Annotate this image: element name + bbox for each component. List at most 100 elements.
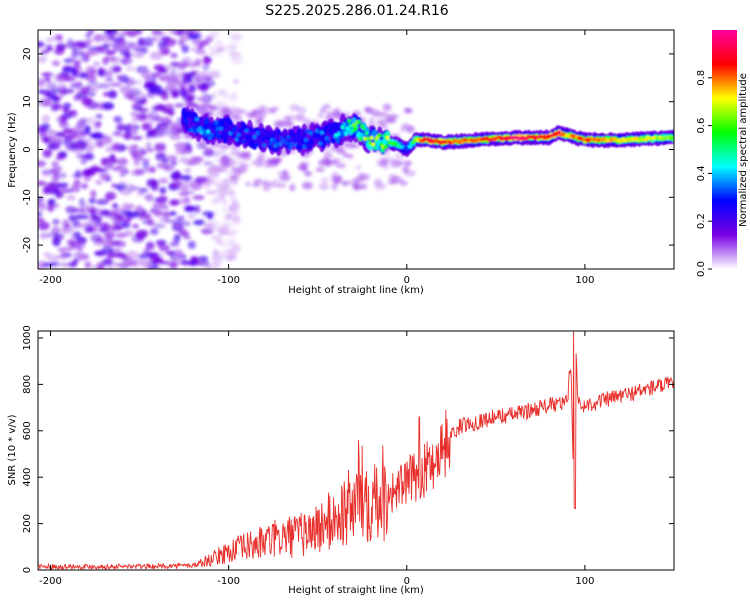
ridge-blob xyxy=(268,130,274,138)
noise-blob xyxy=(104,50,116,55)
noise-blob xyxy=(38,56,48,63)
noise-blob xyxy=(188,61,198,68)
noise-blob xyxy=(93,61,101,67)
noise-blob xyxy=(131,102,140,109)
noise-blob xyxy=(111,217,123,224)
noise-blob xyxy=(133,159,141,166)
colorbar-tick-label: 0.4 xyxy=(696,165,707,181)
noise-blob xyxy=(54,156,64,161)
ridge-blob xyxy=(326,139,331,144)
noise-blob xyxy=(185,94,195,103)
noise-blob xyxy=(169,61,180,67)
ridge-blob xyxy=(372,145,377,150)
noise-blob xyxy=(61,246,74,252)
noise-blob xyxy=(74,169,82,178)
ridge-blob xyxy=(202,126,207,131)
noise-blob xyxy=(208,30,221,38)
noise-blob xyxy=(216,182,224,190)
noise-blob xyxy=(145,147,155,153)
noise-blob xyxy=(148,128,158,136)
ridge-blob xyxy=(366,136,371,141)
halo-blob xyxy=(301,181,313,190)
ridge-blob xyxy=(329,123,334,128)
halo-blob xyxy=(276,120,288,126)
noise-blob xyxy=(178,157,191,164)
halo-blob xyxy=(341,180,350,186)
ridge-blob xyxy=(216,119,222,127)
halo-blob xyxy=(203,181,211,189)
halo-blob xyxy=(322,104,332,110)
noise-blob xyxy=(169,260,178,269)
halo-blob xyxy=(332,110,340,119)
halo-blob xyxy=(262,183,271,192)
noise-blob xyxy=(111,166,124,172)
halo-blob xyxy=(376,118,386,126)
spectrogram-xtick-label: 0 xyxy=(404,275,410,286)
ridge-blob xyxy=(258,143,264,151)
noise-blob xyxy=(38,42,44,47)
noise-blob xyxy=(80,97,93,105)
noise-blob xyxy=(76,214,90,220)
noise-blob xyxy=(52,226,61,232)
noise-blob xyxy=(160,36,171,41)
ridge-blob xyxy=(249,136,254,141)
ridge-blob xyxy=(321,134,326,139)
halo-blob xyxy=(335,162,347,169)
halo-blob xyxy=(260,180,271,186)
spectrogram-xtick-label: 100 xyxy=(575,275,594,286)
noise-blob xyxy=(80,157,88,165)
noise-blob xyxy=(189,181,203,191)
noise-blob xyxy=(146,218,155,227)
noise-blob xyxy=(154,144,166,152)
noise-blob xyxy=(74,143,86,149)
noise-blob xyxy=(52,237,61,247)
noise-blob xyxy=(38,211,43,217)
noise-blob xyxy=(63,135,75,140)
ridge-blob xyxy=(292,138,297,143)
ridge-blob xyxy=(291,132,296,137)
ridge-blob xyxy=(368,141,373,146)
noise-blob xyxy=(170,53,178,59)
noise-blob xyxy=(58,72,71,77)
ridge-blob xyxy=(212,125,217,130)
noise-blob xyxy=(143,213,152,220)
snr-xtick-label: 0 xyxy=(404,576,410,587)
noise-blob xyxy=(119,85,131,94)
noise-blob xyxy=(64,76,76,82)
halo-blob xyxy=(219,162,231,168)
noise-blob xyxy=(158,177,169,184)
ridge-blob xyxy=(377,133,382,138)
noise-blob xyxy=(130,150,140,158)
noise-blob xyxy=(80,72,89,79)
spectrogram-xtick-label: -100 xyxy=(217,275,240,286)
ridge-blob xyxy=(246,134,251,139)
noise-blob xyxy=(74,231,82,239)
noise-blob xyxy=(174,148,188,155)
ridge-blob xyxy=(327,129,332,134)
halo-blob xyxy=(330,145,342,152)
noise-blob xyxy=(161,49,170,55)
ridge-blob xyxy=(380,144,385,149)
ridge-blob xyxy=(281,138,286,143)
noise-blob xyxy=(111,131,120,137)
ridge-blob xyxy=(206,129,211,134)
noise-blob xyxy=(97,67,106,76)
ridge-blob xyxy=(268,141,273,146)
halo-blob xyxy=(220,144,230,149)
noise-blob xyxy=(145,196,155,203)
noise-blob xyxy=(38,260,48,269)
ridge-blob xyxy=(353,127,358,132)
noise-blob xyxy=(159,125,170,131)
noise-blob xyxy=(171,159,178,166)
noise-blob xyxy=(55,43,66,51)
snr-ytick-label: 200 xyxy=(22,514,33,533)
ridge-blob xyxy=(215,126,220,131)
noise-blob xyxy=(221,178,233,186)
halo-blob xyxy=(405,125,415,133)
noise-blob xyxy=(74,81,83,86)
halo-blob xyxy=(317,160,329,166)
noise-blob xyxy=(179,186,190,192)
noise-blob xyxy=(38,204,46,212)
